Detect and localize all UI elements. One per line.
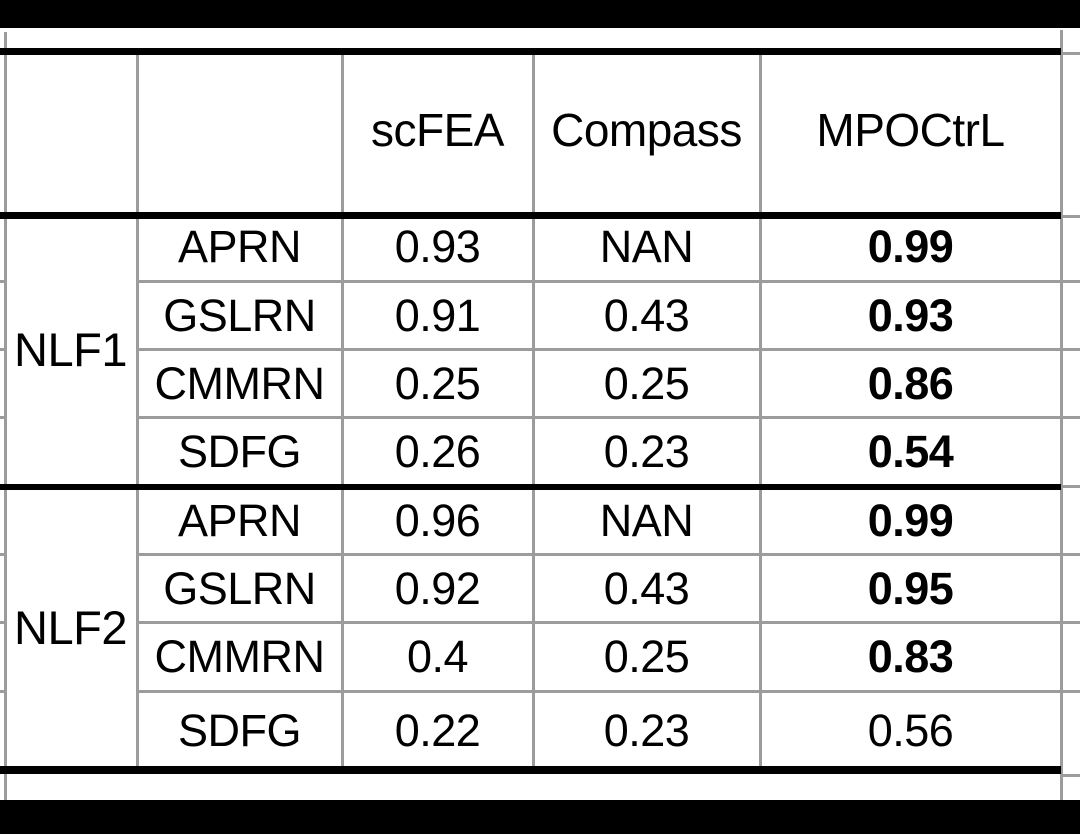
results-table: scFEA Compass MPOCtrL NLF1 NLF2 APRN 0.9… [4, 48, 1061, 769]
row-gridline [137, 553, 1061, 556]
group-label-nlf1: NLF1 [14, 322, 127, 376]
method-label: SDFG [177, 426, 302, 477]
compass-value: 0.25 [603, 631, 690, 682]
left-edge-gridline-stub [0, 553, 4, 556]
right-sliver-gridline [1061, 348, 1080, 351]
left-edge-gridline-stub [0, 416, 4, 419]
right-sliver-gridline [1061, 621, 1080, 624]
table-bottom-border [0, 766, 1061, 774]
letterbox-bottom-bar [0, 800, 1080, 834]
left-edge-gridline-stub [0, 621, 4, 624]
column-gridline [136, 48, 139, 769]
method-label: CMMRN [154, 357, 325, 409]
mpoctrl-value: 0.99 [867, 494, 954, 546]
scfea-value: 0.25 [394, 357, 481, 409]
mpoctrl-value: 0.83 [867, 631, 954, 682]
mpoctrl-value: 0.99 [867, 221, 954, 272]
scfea-value: 0.91 [394, 289, 481, 341]
compass-value: 0.43 [603, 289, 690, 341]
scfea-value: 0.26 [394, 426, 481, 477]
method-label: GSLRN [163, 289, 316, 341]
letterbox-top-bar [0, 0, 1080, 28]
column-gridline [341, 48, 344, 769]
right-sliver-gridline [1061, 215, 1080, 218]
scfea-value: 0.93 [394, 221, 481, 272]
table-top-border [0, 48, 1061, 55]
compass-value: 0.23 [603, 704, 690, 756]
table-left-gridline [4, 32, 7, 800]
method-label: SDFG [177, 704, 302, 756]
row-gridline [137, 280, 1061, 283]
right-sliver-gridline [1061, 280, 1080, 283]
mpoctrl-value: 0.56 [867, 704, 954, 756]
method-label: APRN [177, 494, 302, 546]
row-gridline [137, 621, 1061, 624]
mpoctrl-value: 0.86 [867, 357, 954, 409]
mpoctrl-value: 0.93 [867, 289, 954, 341]
scfea-value: 0.92 [394, 562, 481, 614]
scfea-value: 0.4 [406, 631, 469, 682]
group-label-nlf2: NLF2 [14, 601, 127, 654]
right-sliver-gridline [1061, 416, 1080, 419]
left-edge-gridline-stub [0, 690, 4, 693]
compass-value: NAN [599, 221, 694, 272]
right-sliver-gridline [1061, 774, 1080, 777]
method-label: APRN [177, 221, 302, 272]
column-header-compass: Compass [551, 104, 742, 156]
compass-value: NAN [599, 494, 694, 546]
column-gridline [532, 48, 535, 769]
group-separator-border [0, 484, 1061, 490]
column-gridline [759, 48, 762, 769]
mpoctrl-value: 0.54 [867, 426, 954, 477]
table-right-gridline [1060, 30, 1063, 800]
row-gridline [137, 416, 1061, 419]
mpoctrl-value: 0.95 [867, 562, 954, 614]
compass-value: 0.43 [603, 562, 690, 614]
row-gridline [137, 690, 1061, 693]
compass-value: 0.23 [603, 426, 690, 477]
column-header-scfea: scFEA [371, 104, 504, 156]
left-edge-gridline-stub [0, 348, 4, 351]
column-header-mpoctrl: MPOCtrL [816, 104, 1005, 156]
left-edge-gridline-stub [0, 280, 4, 283]
right-sliver-gridline [1061, 485, 1080, 488]
scfea-value: 0.96 [394, 494, 481, 546]
right-sliver-gridline [1061, 52, 1080, 55]
header-bottom-border [0, 212, 1061, 219]
method-label: CMMRN [154, 631, 325, 682]
header-empty-group [4, 48, 137, 212]
method-label: GSLRN [163, 562, 316, 614]
right-sliver-gridline [1061, 690, 1080, 693]
scfea-value: 0.22 [394, 704, 481, 756]
row-gridline [137, 348, 1061, 351]
right-sliver-gridline [1061, 553, 1080, 556]
header-empty-method [137, 48, 342, 212]
compass-value: 0.25 [603, 357, 690, 409]
